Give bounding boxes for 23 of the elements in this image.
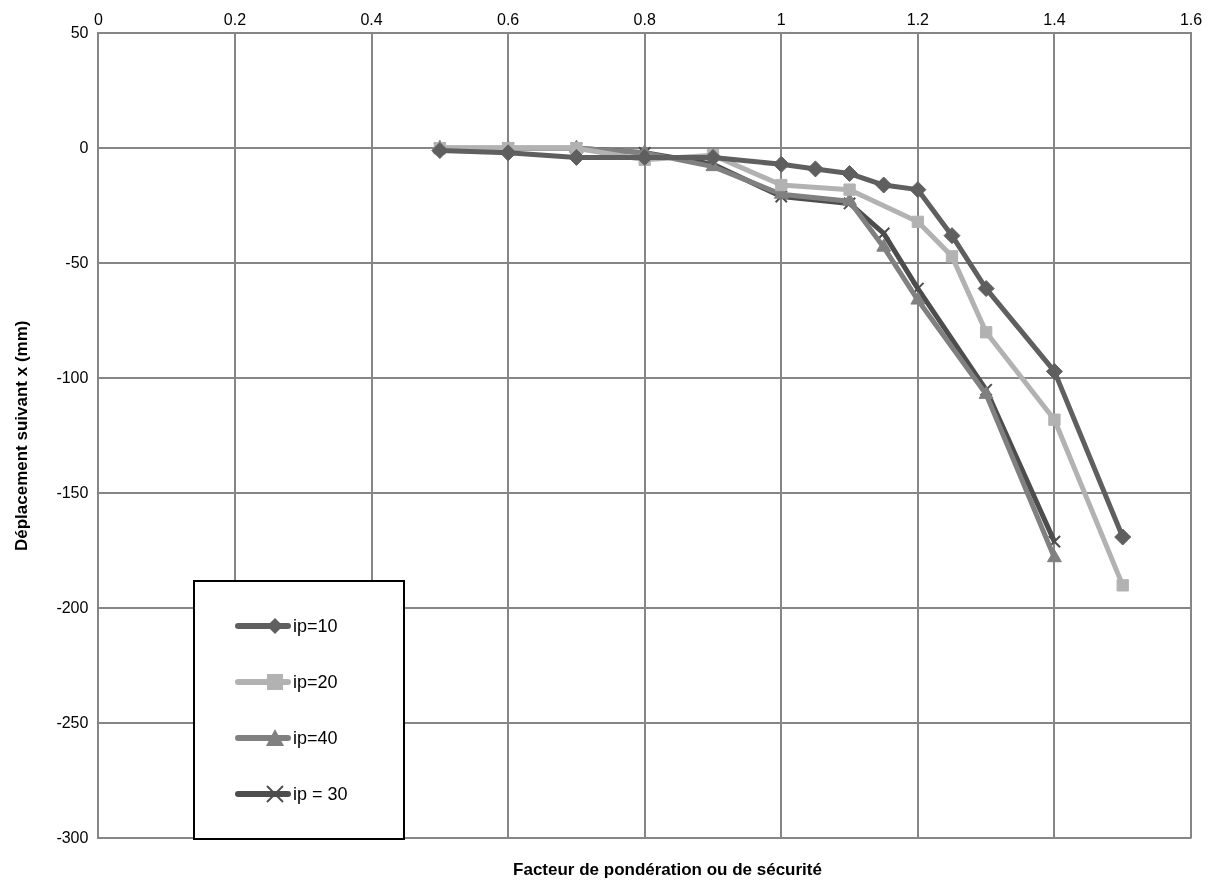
- legend-label: ip=40: [293, 727, 338, 749]
- x-tick-label: 0: [93, 11, 103, 29]
- legend-label: ip=10: [293, 615, 338, 637]
- y-axis-title: Déplacement suivant x (mm): [11, 320, 31, 552]
- y-tick-label: -300: [56, 828, 89, 846]
- x-tick-label: 0.8: [633, 11, 656, 29]
- x-tick-label: 1.4: [1043, 11, 1066, 29]
- x-tick-label: 1.2: [906, 11, 930, 29]
- x-tick-label: 0.4: [360, 11, 383, 29]
- y-tick-label: -250: [56, 713, 89, 731]
- x-tick-label: 0.6: [497, 11, 520, 29]
- y-tick-label: 0: [79, 138, 89, 156]
- x-tick-label: 1: [776, 11, 786, 29]
- x-tick-label: 1.6: [1179, 11, 1203, 29]
- legend-label: ip = 30: [293, 783, 348, 805]
- y-tick-label: -150: [56, 483, 89, 501]
- y-tick-label: -100: [56, 368, 89, 386]
- y-tick-label: -200: [56, 598, 89, 616]
- x-axis-title: Facteur de pondération ou de sécurité: [512, 860, 823, 880]
- y-tick-label: -50: [65, 253, 89, 271]
- x-tick-label: 0.2: [223, 11, 247, 29]
- y-tick-label: 50: [70, 23, 89, 41]
- legend-label: ip=20: [293, 671, 338, 693]
